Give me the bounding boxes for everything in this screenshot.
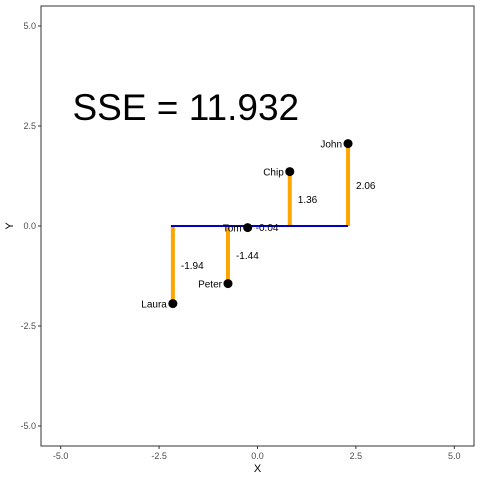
y-tick-label: 2.5 [23,121,36,131]
point-name-label: Laura [141,300,167,311]
x-tick-label: 2.5 [350,451,363,461]
data-point [223,279,233,289]
x-tick-label: -5.0 [53,451,69,461]
point-name-label: Tom [223,224,242,235]
residual-value-label: -0.04 [256,223,279,234]
y-axis-title: Y [4,222,16,230]
y-tick-label: -5.0 [20,421,36,431]
residual-labels: -1.94 -1.44 -0.04 1.36 2.06 [181,181,376,272]
x-tick-label: 0.0 [251,451,264,461]
point-name-label: Peter [198,280,223,291]
x-axis-ticks: -5.0 -2.5 0.0 2.5 5.0 [53,446,461,461]
data-point [343,139,353,149]
y-axis-ticks: -5.0 -2.5 0.0 2.5 5.0 [20,21,41,431]
data-point [285,167,295,177]
y-tick-label: -2.5 [20,321,36,331]
sse-annotation: SSE = 11.932 [72,87,299,128]
x-tick-label: -2.5 [151,451,167,461]
point-name-label: Chip [263,168,284,179]
data-point [168,299,178,309]
point-name-label: John [320,140,342,151]
y-tick-label: 5.0 [23,21,36,31]
y-tick-label: 0.0 [23,221,36,231]
data-point [243,223,253,233]
x-axis-title: X [254,463,262,475]
residual-value-label: 1.36 [298,195,318,206]
data-points [168,139,353,309]
x-tick-label: 5.0 [448,451,461,461]
point-labels: Laura Peter Tom Chip John [141,140,342,311]
residual-value-label: -1.94 [181,261,204,272]
residual-value-label: -1.44 [236,251,259,262]
residual-value-label: 2.06 [356,181,376,192]
